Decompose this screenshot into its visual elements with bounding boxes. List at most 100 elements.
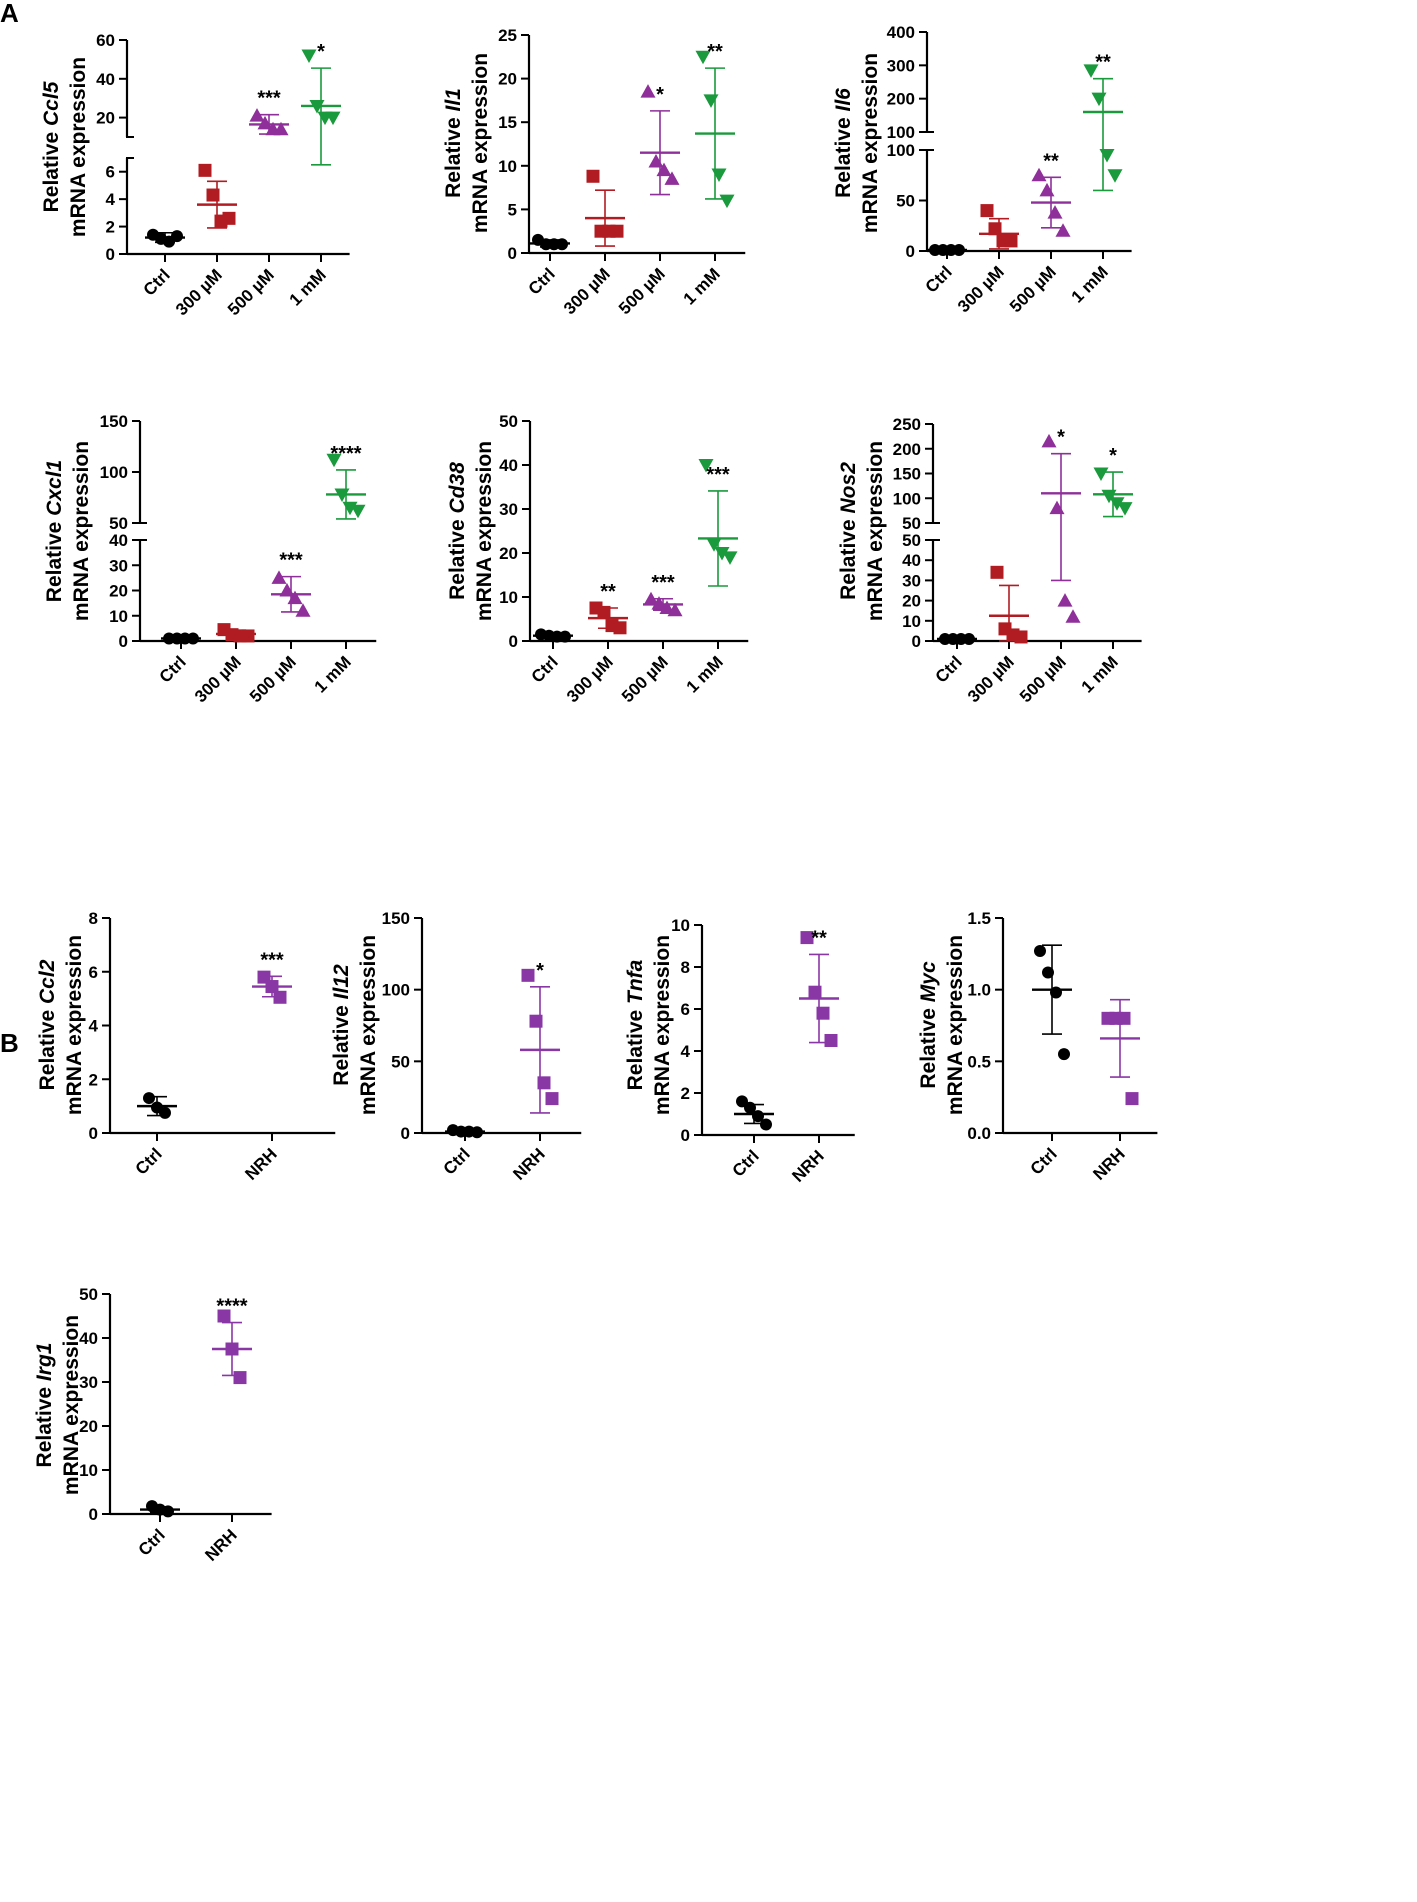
y-axis-label: Relative Irg1 mRNA expression — [33, 1315, 83, 1495]
x-category-label: Ctrl — [729, 1146, 763, 1180]
significance-label: *** — [651, 572, 675, 594]
y-tick-label: 5 — [508, 200, 517, 219]
significance-label: *** — [260, 949, 284, 971]
x-category-label: 1 mM — [683, 652, 727, 696]
y-axis-label-line2: mRNA expression — [63, 935, 86, 1115]
data-point — [309, 99, 325, 114]
y-axis-label-prefix: Relative — [837, 513, 860, 599]
y-tick-label: 0.5 — [967, 1052, 991, 1071]
data-point — [953, 243, 965, 256]
x-category-label: Ctrl — [156, 652, 190, 686]
x-category-label: 1 mM — [1068, 262, 1112, 306]
data-point — [613, 621, 627, 635]
significance-label: * — [1057, 427, 1065, 449]
y-tick-label: 100 — [887, 123, 915, 142]
x-category-label: NRH — [241, 1144, 280, 1183]
x-category-label: 500 µM — [246, 652, 300, 706]
y-axis-label: Relative Ccl2 mRNA expression — [36, 935, 86, 1115]
significance-label: ** — [1095, 52, 1111, 74]
x-category-label: Ctrl — [132, 1144, 166, 1178]
y-axis-label-gene: Tnfa — [624, 959, 647, 1004]
y-axis-label-gene: Cd38 — [446, 462, 469, 514]
data-point — [824, 1034, 838, 1047]
data-point — [703, 94, 719, 108]
y-axis-label-line2: mRNA expression — [859, 53, 882, 233]
y-tick-label: 40 — [96, 70, 115, 89]
data-point — [334, 488, 350, 502]
y-axis-label-prefix: Relative — [442, 111, 465, 197]
y-axis-label-prefix: Relative — [330, 999, 353, 1085]
data-point — [217, 1309, 231, 1323]
y-tick-label: 50 — [896, 192, 915, 211]
group-1-mm: 1 mM **** — [311, 443, 366, 697]
data-point — [233, 1371, 247, 1385]
y-tick-label: 50 — [79, 1285, 98, 1304]
y-tick-label: 20 — [96, 109, 115, 128]
group-1-mm: 1 mM *** — [683, 459, 738, 697]
data-point — [325, 111, 341, 126]
y-axis-label: Relative Nos2 mRNA expression — [837, 441, 887, 621]
y-axis-label-line2: mRNA expression — [469, 53, 492, 233]
x-category-label: 1 mM — [680, 264, 724, 308]
panel-label-a: A — [0, 0, 19, 28]
group-1-mm: 1 mM ** — [680, 41, 735, 309]
y-tick-label: 0 — [508, 244, 517, 263]
data-point — [1047, 205, 1063, 219]
x-category-label: NRH — [788, 1146, 827, 1185]
data-point — [760, 1118, 772, 1131]
data-point — [1050, 986, 1062, 999]
y-axis-label: Relative Cd38 mRNA expression — [446, 441, 496, 621]
group-ctrl: Ctrl — [440, 1124, 485, 1179]
data-point — [1041, 433, 1057, 448]
chart-ccl5: 0 2 4 6 20 40 60 Relative Ccl5 mRNA expression Ct… — [40, 31, 350, 319]
data-point — [640, 84, 656, 98]
data-point — [698, 459, 714, 473]
data-point — [1101, 489, 1117, 504]
y-axis-label-line1: Relative Irg1 — [33, 1343, 56, 1468]
y-axis-label-line1: Relative Nos2 — [837, 462, 860, 600]
data-point — [648, 153, 664, 168]
data-point — [1039, 182, 1055, 197]
data-point — [711, 168, 727, 183]
group-ctrl: Ctrl — [132, 1092, 177, 1179]
y-tick-label: 0 — [89, 1505, 98, 1524]
y-tick-label: 0 — [681, 1126, 690, 1145]
y-tick-label: 8 — [89, 909, 98, 928]
y-axis-label-prefix: Relative — [33, 1381, 56, 1467]
data-point — [722, 551, 738, 565]
data-point — [808, 985, 822, 999]
y-tick-label: 10 — [79, 1461, 98, 1480]
y-axis-label-prefix: Relative — [832, 111, 855, 197]
y-tick-label: 30 — [902, 571, 921, 590]
data-point — [143, 1092, 155, 1105]
y-tick-label: 100 — [100, 463, 128, 482]
data-point — [257, 115, 273, 130]
data-point — [1125, 1092, 1139, 1106]
significance-label: *** — [257, 88, 281, 110]
significance-label: ** — [707, 41, 723, 63]
y-axis-label-line1: Relative Myc — [917, 961, 940, 1089]
data-point — [714, 547, 730, 561]
data-point — [1117, 1011, 1131, 1025]
y-axis-label-gene: Irg1 — [33, 1343, 56, 1382]
y-axis-label-line1: Relative Il1 — [442, 88, 465, 198]
y-axis-label: Relative Il6 mRNA expression — [832, 53, 882, 233]
y-tick-label: 10 — [499, 588, 518, 607]
y-tick-label: 40 — [902, 551, 921, 570]
data-point — [1004, 234, 1018, 248]
y-tick-label: 2 — [681, 1084, 690, 1103]
x-category-label: 500 µM — [1006, 262, 1060, 316]
y-tick-label: 10 — [902, 612, 921, 631]
y-axis-label-prefix: Relative — [43, 516, 66, 602]
group-500-um: 500 µM * — [1016, 427, 1081, 706]
data-point — [1109, 497, 1125, 511]
data-point — [350, 504, 366, 519]
data-point — [1093, 467, 1109, 481]
y-tick-label: 20 — [79, 1417, 98, 1436]
group-nrh: NRH — [1089, 998, 1140, 1184]
data-point — [664, 171, 680, 185]
y-tick-label: 25 — [498, 26, 517, 45]
